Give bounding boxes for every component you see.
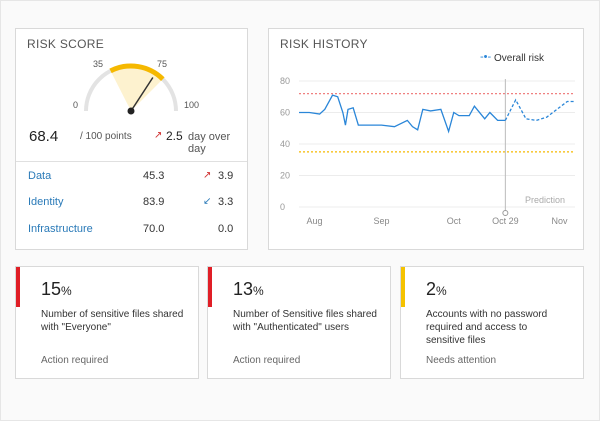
score-summary: 68.4 / 100 points ↗ 2.5 day over day [29,128,244,155]
gauge-max-label: 100 [184,100,199,110]
x-tick-label: Oct [447,216,462,226]
score-suffix: / 100 points [80,131,132,142]
metric-value: 15% [41,279,72,300]
legend-label: Overall risk [494,53,545,64]
metric-description: Accounts with no password required and a… [426,309,548,346]
risk-score-gauge: 0 100 35 75 [73,59,199,115]
risk-row-infrastructure-link[interactable]: Infrastructure [28,223,93,235]
metric-unit: % [253,284,264,298]
divider [16,161,247,162]
gauge-band-arc [109,63,165,82]
score-value: 68.4 [29,128,59,145]
risk-row-identity-link[interactable]: Identity [28,196,64,208]
x-tick-label: Oct 29 [492,216,519,226]
metric-status: Action required [233,355,301,366]
x-tick-label: Sep [374,216,390,226]
y-tick-label: 40 [280,139,290,149]
metric-card-authenticated[interactable]: 13% Number of Sensitive files shared wit… [207,266,391,379]
y-tick-label: 20 [280,171,290,181]
metric-card-no-password[interactable]: 2% Accounts with no password required an… [400,266,584,379]
gauge-needle [130,77,154,112]
risk-row-value: 83.9 [143,196,165,208]
risk-history-title: RISK HISTORY [280,37,368,51]
risk-row-value: 45.3 [143,170,165,182]
trend-up-icon: ↗ [154,130,163,141]
risk-row-delta: 3.9 [218,170,234,182]
x-tick-label: Nov [552,216,569,226]
metric-number: 13 [233,279,254,299]
y-tick-label: 0 [280,202,285,212]
metric-severity-bar [16,267,20,307]
risk-history-chart: 0 20 40 60 80 Aug Sep Oct Oct 29 Nov Prediction [280,76,575,226]
metric-status: Needs attention [426,355,497,366]
metric-number: 15 [41,279,62,299]
metric-unit: % [436,284,447,298]
legend-line-marker-icon: -•- [480,51,492,63]
risk-row-data: Data 45.3 ↗ 3.9 [28,170,238,186]
gauge-tick-low-label: 35 [93,59,103,69]
metric-number: 2 [426,279,437,299]
gauge-pivot [127,107,135,115]
x-tick-label: Aug [306,216,322,226]
metric-value: 13% [233,279,264,300]
gauge-tick-high-label: 75 [157,59,167,69]
metric-status: Action required [41,355,109,366]
risk-row-identity: Identity 83.9 ↙ 3.3 [28,196,238,212]
risk-score-title: RISK SCORE [27,37,105,51]
today-marker-dot [502,210,509,216]
y-tick-label: 80 [280,76,290,86]
metric-severity-bar [208,267,212,307]
gauge-min-label: 0 [73,100,78,110]
risk-row-value: 70.0 [143,223,165,235]
risk-score-card: RISK SCORE 0 100 35 75 68.4 / 100 points… [15,28,248,250]
metric-description: Number of Sensitive files shared with "A… [233,309,377,333]
metric-value: 2% [426,279,447,300]
metric-card-everyone[interactable]: 15% Number of sensitive files shared wit… [15,266,199,379]
prediction-label: Prediction [525,195,565,205]
score-delta-label: day over day [188,131,231,155]
series-line-actual [299,94,506,134]
series-line-predicted [504,98,575,122]
score-delta: 2.5 [166,129,183,143]
risk-row-delta: 3.3 [218,196,234,208]
metric-severity-bar [401,267,405,307]
risk-row-delta: 0.0 [218,223,234,235]
trend-up-icon: ↗ [203,170,212,181]
y-tick-label: 60 [280,108,290,118]
metric-description: Number of sensitive files shared with "E… [41,309,184,333]
trend-down-icon: ↙ [203,196,212,207]
chart-legend: -•- Overall risk [480,51,545,64]
risk-row-infrastructure: Infrastructure 70.0 0.0 [28,223,238,239]
risk-history-card: RISK HISTORY -•- Overall risk 0 20 40 60 80 A… [268,28,584,250]
risk-row-data-link[interactable]: Data [28,170,52,182]
metric-unit: % [61,284,72,298]
gauge-band-fill [110,66,163,111]
